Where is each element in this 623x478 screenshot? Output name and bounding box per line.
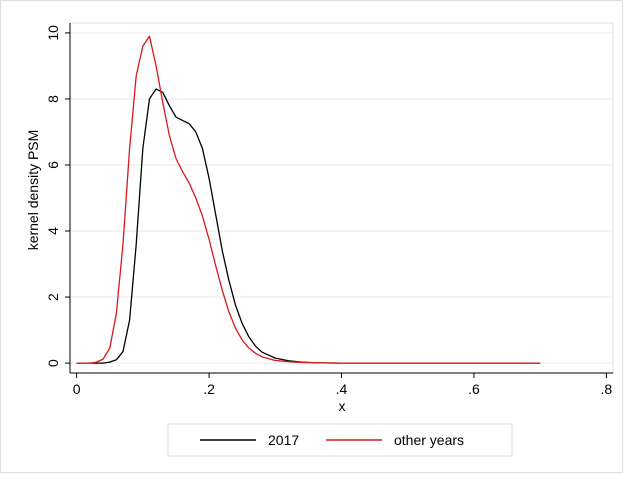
y-tick-label-0: 0 [45,359,61,367]
ticks: 0 2 4 6 8 10 0 .2 .4 .6 .8 [45,25,612,397]
series-line-other-years [76,35,541,364]
y-tick-label-6: 6 [45,161,61,169]
legend-label-other-years: other years [394,432,464,448]
x-tick-label-0.4: .4 [336,381,348,397]
plot-region [69,22,614,374]
x-axis-label: x [339,398,346,414]
x-tick-label-0: 0 [73,381,81,397]
x-tick-label-0.6: .6 [468,381,480,397]
legend-label-2017: 2017 [268,432,299,448]
legend: 2017 other years [167,423,513,457]
y-axis-label: kernel density PSM [25,130,41,251]
x-tick-label-0.2: .2 [203,381,215,397]
y-tick-label-4: 4 [45,227,61,235]
series-line-2017 [76,88,541,364]
x-tick-label-0.8: .8 [601,381,613,397]
y-tick-label-2: 2 [45,293,61,301]
y-tick-label-10: 10 [45,25,61,41]
y-tick-label-8: 8 [45,95,61,103]
series-layer [76,35,541,364]
